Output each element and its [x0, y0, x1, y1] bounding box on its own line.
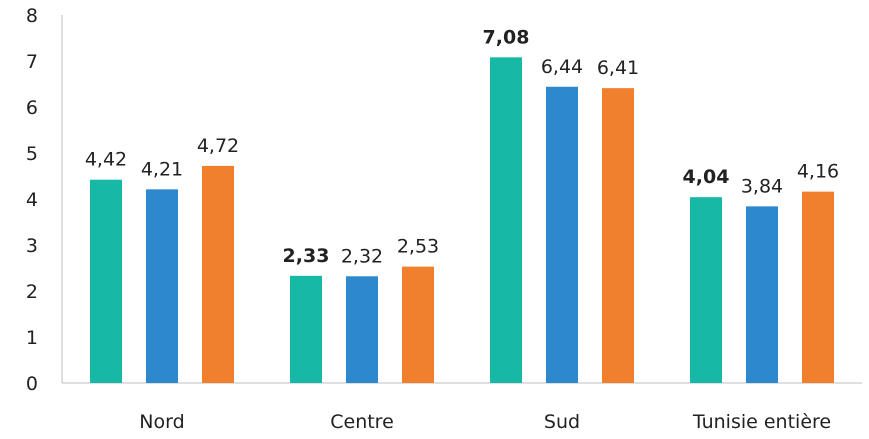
- data-label: 4,42: [85, 149, 127, 171]
- data-label: 7,08: [483, 26, 530, 48]
- data-label: 4,72: [197, 135, 239, 157]
- bar: [146, 189, 178, 383]
- bar: [90, 179, 122, 383]
- y-tick-label: 6: [26, 97, 38, 119]
- y-tick-label: 4: [26, 189, 38, 211]
- bar: [690, 197, 722, 383]
- bar: [546, 86, 578, 383]
- y-tick-label: 5: [26, 143, 38, 165]
- data-label: 6,41: [597, 57, 639, 79]
- bar: [746, 206, 778, 383]
- category-label: Centre: [330, 411, 394, 433]
- y-tick-label: 7: [26, 51, 38, 73]
- data-labels: 4,42 4,21 4,72 2,33 2,32 2,53 7,08 6,44 6,41 4,04…: [85, 26, 839, 267]
- y-tick-label: 2: [26, 281, 38, 303]
- data-label: 2,33: [283, 245, 330, 267]
- bar: [602, 88, 634, 383]
- bars: [90, 57, 834, 383]
- data-label: 4,04: [683, 166, 730, 188]
- data-label: 2,32: [341, 245, 383, 267]
- data-label: 4,16: [797, 161, 839, 183]
- data-label: 6,44: [541, 56, 583, 78]
- data-label: 3,84: [741, 175, 783, 197]
- bar: [802, 191, 834, 383]
- bar: [290, 275, 322, 383]
- bar: [490, 57, 522, 383]
- bar: [346, 276, 378, 383]
- category-label: Tunisie entière: [692, 411, 831, 433]
- bar: [402, 266, 434, 383]
- data-label: 2,53: [397, 236, 439, 258]
- y-tick-label: 0: [26, 373, 38, 395]
- y-tick-label: 3: [26, 235, 38, 257]
- data-label: 4,21: [141, 158, 183, 180]
- y-axis-ticks: 0 1 2 3 4 5 6 7 8: [26, 5, 38, 395]
- y-tick-label: 8: [26, 5, 38, 27]
- axes: [61, 15, 862, 384]
- y-tick-label: 1: [26, 327, 38, 349]
- category-label: Nord: [139, 411, 184, 433]
- category-labels: Nord Centre Sud Tunisie entière: [139, 411, 831, 433]
- bar: [202, 165, 234, 383]
- category-label: Sud: [544, 411, 580, 433]
